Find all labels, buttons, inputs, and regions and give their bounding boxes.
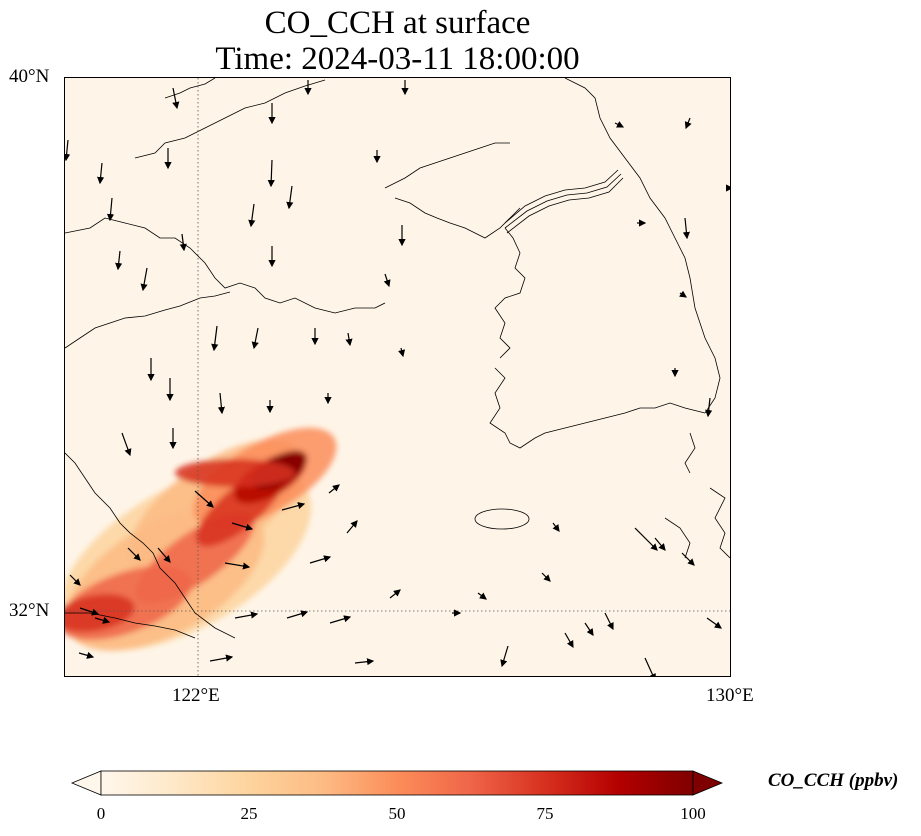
wind-arrow [121,432,132,457]
wind-arrow [345,332,353,347]
wind-arrow [78,651,95,659]
colorbar-over-extension [692,770,724,796]
map-title-line2: Time: 2024-03-11 18:00:00 [215,41,580,77]
wind-arrow [281,502,306,511]
wind-arrow [209,654,234,662]
wind-arrow [157,547,171,563]
wind-arrow [217,392,225,415]
map-title-line1: CO_CCH at surface [264,5,531,41]
wind-arrow [211,325,219,352]
wind-arrow [309,555,332,564]
wind-arrow [614,121,625,128]
colorbar-under-extension [70,770,102,796]
wind-arrow [398,347,406,358]
plume-blob [175,459,295,487]
wind-arrow [115,250,123,271]
wind-arrow [705,397,713,418]
wind-arrow [286,185,294,210]
co-plume-field [65,427,337,651]
wind-arrow [634,527,658,551]
wind-arrow [65,139,71,162]
colorbar-tick-50: 50 [388,804,406,823]
colorbar-tick-100: 100 [680,804,706,823]
wind-arrow [684,117,692,130]
colorbar-tick-0: 0 [96,804,106,823]
wind-arrow [127,547,141,561]
wind-arrow [106,197,115,222]
lon-label-122e: 122°E [172,685,220,706]
wind-arrow [644,657,656,676]
wind-arrow [172,87,180,110]
wind-arrow [267,159,275,188]
wind-vectors [65,80,730,676]
wind-arrow [383,273,391,288]
wind-arrow [552,522,560,532]
wind-arrow [564,632,574,649]
lat-label-40n: 40°N [9,66,50,87]
wind-arrow [179,233,187,252]
wind-arrow [679,290,687,298]
colorbar-label: CO_CCH (ppbv) [768,770,899,791]
wind-arrow [477,592,487,600]
lon-label-130e: 130°E [706,685,754,706]
wind-arrow [286,610,309,619]
lat-label-32n: 32°N [9,600,50,621]
colorbar-tick-25: 25 [240,804,258,823]
wind-arrow [69,574,81,586]
wind-arrow [231,522,254,531]
wind-arrow [329,615,352,624]
colorbar-gradient [100,770,694,796]
wind-arrow [389,589,401,599]
wind-arrow [97,162,105,185]
wind-arrow [140,267,148,292]
wind-arrow [681,552,695,566]
wind-arrow [706,617,722,629]
map-canvas [65,78,730,676]
wind-arrow [248,203,256,228]
wind-arrow [584,622,594,636]
wind-arrow [654,537,666,551]
wind-arrow [234,611,259,619]
wind-arrow [224,562,251,570]
wind-arrow [94,616,111,624]
map-plot-area [64,77,731,677]
wind-arrow [251,327,259,350]
wind-arrow [541,572,551,582]
colorbar-tick-75: 75 [536,804,554,823]
wind-arrow [194,490,214,508]
wind-arrow [346,520,358,534]
wind-arrow [354,658,375,666]
coastline [65,78,730,639]
wind-arrow [500,645,509,668]
wind-arrow [79,607,100,616]
wind-arrow [328,484,340,494]
wind-arrow [604,612,614,631]
wind-arrow [682,217,690,240]
